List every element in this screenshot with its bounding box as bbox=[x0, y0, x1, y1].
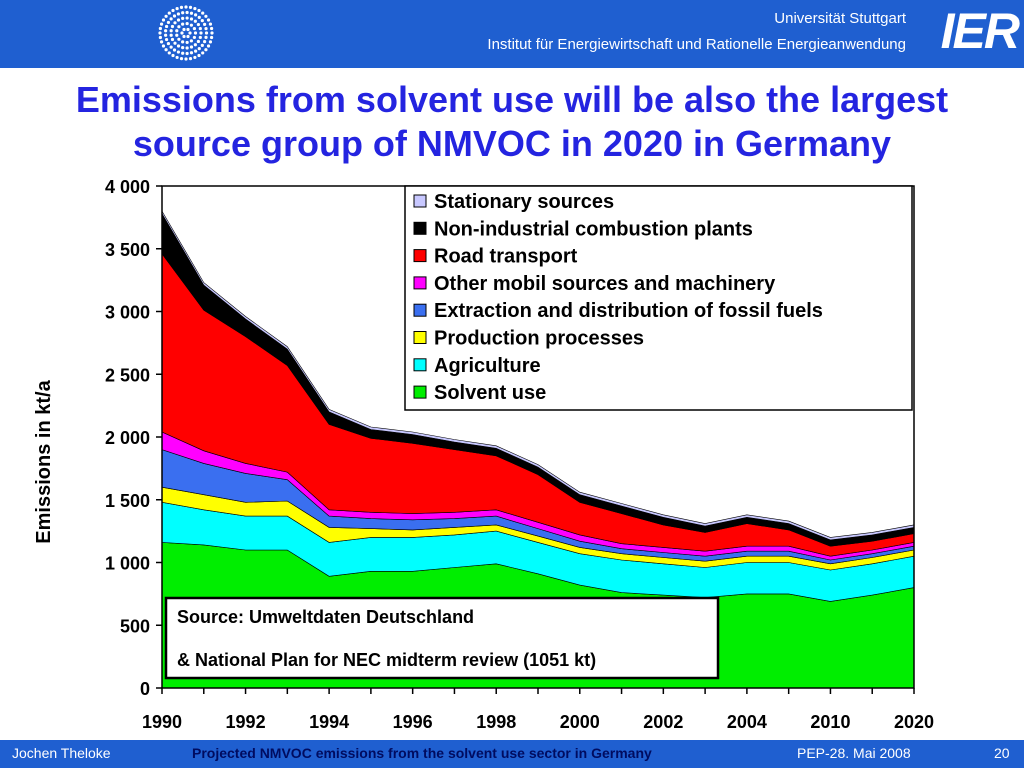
ier-logo: IER bbox=[940, 3, 1020, 59]
legend-label: Road transport bbox=[434, 246, 578, 268]
y-axis: 0 500 1 000 1 500 2 000 2 500 3 000 3 500 4 000 bbox=[105, 177, 162, 699]
y-tick-label: 3 000 bbox=[105, 303, 150, 323]
chart-legend: Stationary sources Non-industrial combust… bbox=[404, 185, 913, 411]
x-tick-label: 1996 bbox=[393, 712, 433, 732]
y-tick-label: 2 500 bbox=[105, 365, 150, 385]
legend-label: Solvent use bbox=[434, 382, 546, 404]
slide-title: Emissions from solvent use will be also … bbox=[0, 78, 1024, 166]
y-tick-label: 1 000 bbox=[105, 554, 150, 574]
slide-header: Universität Stuttgart Institut für Energ… bbox=[0, 0, 1024, 68]
x-tick-label: 1990 bbox=[142, 712, 182, 732]
legend-label: Non-industrial combustion plants bbox=[434, 218, 753, 240]
y-tick-label: 3 500 bbox=[105, 240, 150, 260]
university-logo-icon bbox=[158, 5, 214, 61]
x-tick-label: 2010 bbox=[810, 712, 850, 732]
institute-name: Institut für Energiewirtschaft und Ratio… bbox=[487, 36, 906, 53]
x-tick-label: 1998 bbox=[476, 712, 516, 732]
x-tick-label: 2004 bbox=[727, 712, 767, 732]
legend-swatch bbox=[413, 249, 427, 263]
y-tick-label: 1 500 bbox=[105, 491, 150, 511]
legend-box bbox=[404, 185, 913, 411]
y-axis-label: Emissions in kt/a bbox=[33, 379, 55, 543]
x-tick-label: 1992 bbox=[226, 712, 266, 732]
footer-title: Projected NMVOC emissions from the solve… bbox=[192, 745, 652, 761]
legend-swatch bbox=[413, 385, 427, 399]
y-tick-label: 2 000 bbox=[105, 428, 150, 448]
y-tick-label: 500 bbox=[120, 616, 150, 636]
legend-label: Agriculture bbox=[434, 355, 541, 377]
source-note-box bbox=[164, 596, 720, 680]
y-tick-label: 4 000 bbox=[105, 177, 150, 197]
legend-label: Extraction and distribution of fossil fu… bbox=[434, 300, 823, 322]
footer-event: PEP-28. Mai 2008 bbox=[797, 745, 911, 761]
slide-footer: Jochen Theloke Projected NMVOC emissions… bbox=[0, 740, 1024, 768]
source-note-line1: Source: Umweltdaten Deutschland bbox=[177, 607, 474, 627]
x-tick-label: 2020 bbox=[894, 712, 934, 732]
legend-swatch bbox=[413, 221, 427, 235]
legend-label: Other mobil sources and machinery bbox=[434, 273, 776, 295]
legend-label: Stationary sources bbox=[434, 191, 614, 213]
legend-swatch bbox=[413, 303, 427, 317]
legend-swatch bbox=[413, 331, 427, 344]
legend-swatch bbox=[413, 276, 427, 290]
y-tick-label: 0 bbox=[140, 679, 150, 699]
footer-author: Jochen Theloke bbox=[12, 745, 111, 761]
x-axis: 1990 1992 1994 1996 1998 2000 2002 2004 2010 2020 bbox=[142, 688, 934, 732]
x-tick-label: 2000 bbox=[560, 712, 600, 732]
footer-page-number: 20 bbox=[994, 745, 1010, 761]
slide-title-line1: Emissions from solvent use will be also … bbox=[75, 79, 949, 120]
legend-swatch bbox=[413, 194, 427, 208]
x-tick-label: 2002 bbox=[643, 712, 683, 732]
slide-title-line2: source group of NMVOC in 2020 in Germany bbox=[132, 123, 892, 164]
source-note: Source: Umweltdaten Deutschland & Nation… bbox=[164, 596, 720, 680]
x-tick-label: 1994 bbox=[309, 712, 349, 732]
legend-swatch bbox=[413, 358, 427, 372]
university-name: Universität Stuttgart bbox=[774, 10, 906, 27]
legend-label: Production processes bbox=[434, 328, 644, 350]
source-note-line2: & National Plan for NEC midterm review (… bbox=[177, 650, 596, 670]
